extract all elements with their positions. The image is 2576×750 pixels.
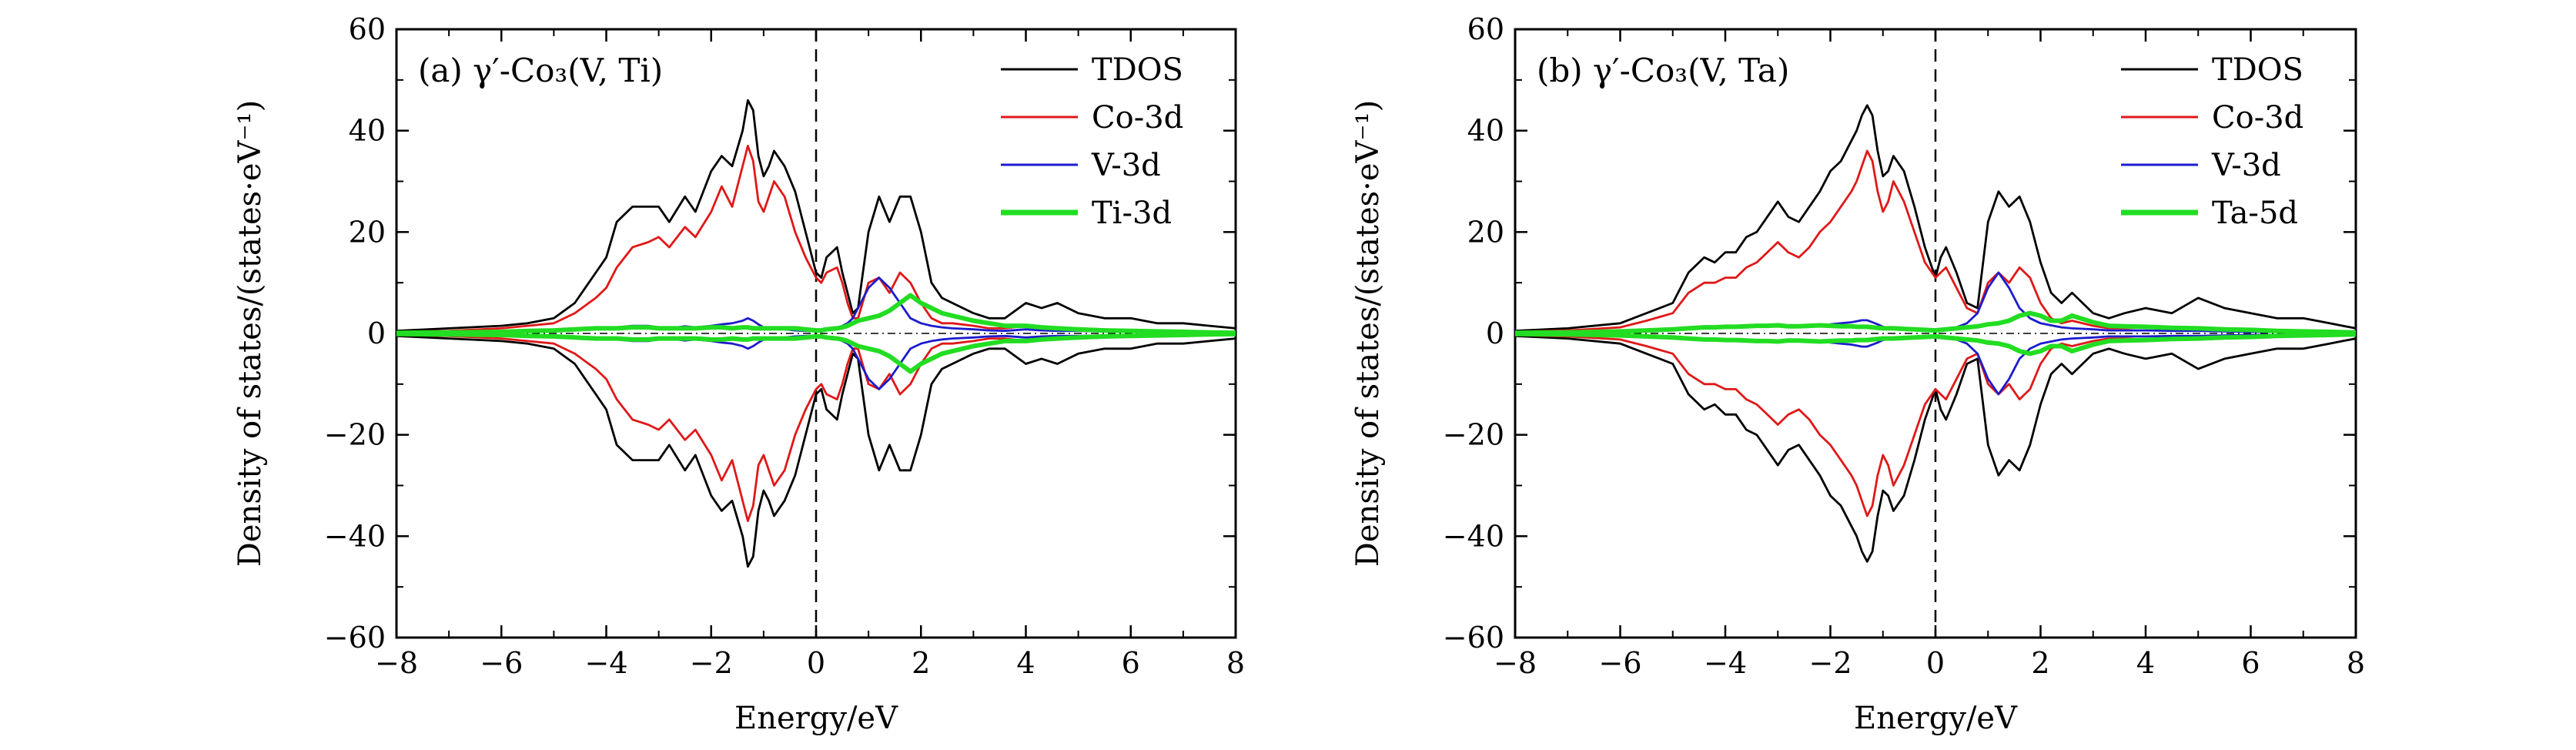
x-tick-label: 0 xyxy=(807,646,825,680)
series-co-3d-spin-up xyxy=(1514,149,2357,333)
y-tick-label: 40 xyxy=(349,114,386,148)
x-tick-label: 2 xyxy=(912,646,930,680)
legend-label-co-3d: Co-3d xyxy=(2212,100,2303,136)
y-tick-label: −40 xyxy=(1443,519,1504,553)
y-tick-label: 0 xyxy=(367,316,386,350)
x-tick-label: 8 xyxy=(1226,646,1245,680)
x-tick-label: −8 xyxy=(375,646,418,680)
series-ta-5d-spin-up xyxy=(1514,310,2357,336)
x-tick-label: 6 xyxy=(2241,646,2260,680)
x-tick-label: 2 xyxy=(2031,646,2049,680)
y-axis-title: Density of states/(states·eV⁻¹) xyxy=(233,100,268,567)
series-co-3d-spin-down xyxy=(1514,333,2357,517)
series-tdos-spin-up xyxy=(396,99,1236,333)
y-tick-label: −60 xyxy=(324,621,386,655)
x-axis-title: Energy/eV xyxy=(1854,701,2018,736)
x-tick-label: 4 xyxy=(1016,646,1035,680)
x-tick-label: −4 xyxy=(1704,646,1747,680)
x-tick-label: 6 xyxy=(1122,646,1140,680)
series-tdos-spin-down xyxy=(1514,334,2357,563)
legend-label-v-3d: V-3d xyxy=(1091,148,1161,183)
y-tick-label: 20 xyxy=(349,215,386,249)
series-ta-5d-spin-down xyxy=(1514,331,2357,357)
y-tick-label: 40 xyxy=(1467,114,1504,148)
y-tick-label: 60 xyxy=(349,12,386,46)
x-tick-label: −4 xyxy=(584,646,627,680)
panel-title: (a) γ′-Co₃(V, Ti) xyxy=(418,52,663,89)
x-tick-label: −2 xyxy=(1808,646,1852,680)
panel-a: −8 −6 −4 −2 0 2 4 6 8−60−40−200204060Energy/eVDe… xyxy=(233,12,1245,736)
y-axis-title: Density of states/(states·eV⁻¹) xyxy=(1350,100,1386,567)
series-tdos-spin-up xyxy=(1514,104,2357,333)
y-tick-label: −60 xyxy=(1443,621,1504,655)
x-tick-label: −6 xyxy=(480,646,523,680)
x-tick-label: −6 xyxy=(1598,646,1641,680)
legend-label-ta-5d: Ta-5d xyxy=(2212,196,2298,231)
legend-label-ti-3d: Ti-3d xyxy=(1092,196,1172,231)
y-tick-label: −20 xyxy=(1443,418,1504,452)
panel-title: (b) γ′-Co₃(V, Ta) xyxy=(1537,52,1789,89)
series-ti-3d-spin-down xyxy=(396,331,1236,374)
panel-b: −8 −6 −4 −2 0 2 4 6 8−60−40−200204060Energy/eVDe… xyxy=(1350,12,2365,736)
legend-label-tdos: TDOS xyxy=(1092,52,1183,88)
legend-label-co-3d: Co-3d xyxy=(1092,100,1183,136)
y-tick-label: 20 xyxy=(1467,215,1504,249)
series-ti-3d-spin-up xyxy=(396,293,1236,336)
panels: −8 −6 −4 −2 0 2 4 6 8−60−40−200204060Energy/eVDe… xyxy=(233,12,2365,736)
y-tick-label: 0 xyxy=(1486,316,1504,350)
x-tick-label: 0 xyxy=(1926,646,1945,680)
x-tick-label: 8 xyxy=(2347,646,2365,680)
x-tick-label: −2 xyxy=(690,646,733,680)
legend-label-v-3d: V-3d xyxy=(2211,148,2281,183)
legend-label-tdos: TDOS xyxy=(2212,52,2303,88)
x-tick-label: −8 xyxy=(1494,646,1537,680)
y-tick-label: −40 xyxy=(324,519,386,553)
x-tick-label: 4 xyxy=(2136,646,2155,680)
y-tick-label: −20 xyxy=(324,418,386,452)
series-tdos-spin-down xyxy=(396,334,1236,568)
y-tick-label: 60 xyxy=(1467,12,1504,46)
x-axis-title: Energy/eV xyxy=(734,701,898,736)
